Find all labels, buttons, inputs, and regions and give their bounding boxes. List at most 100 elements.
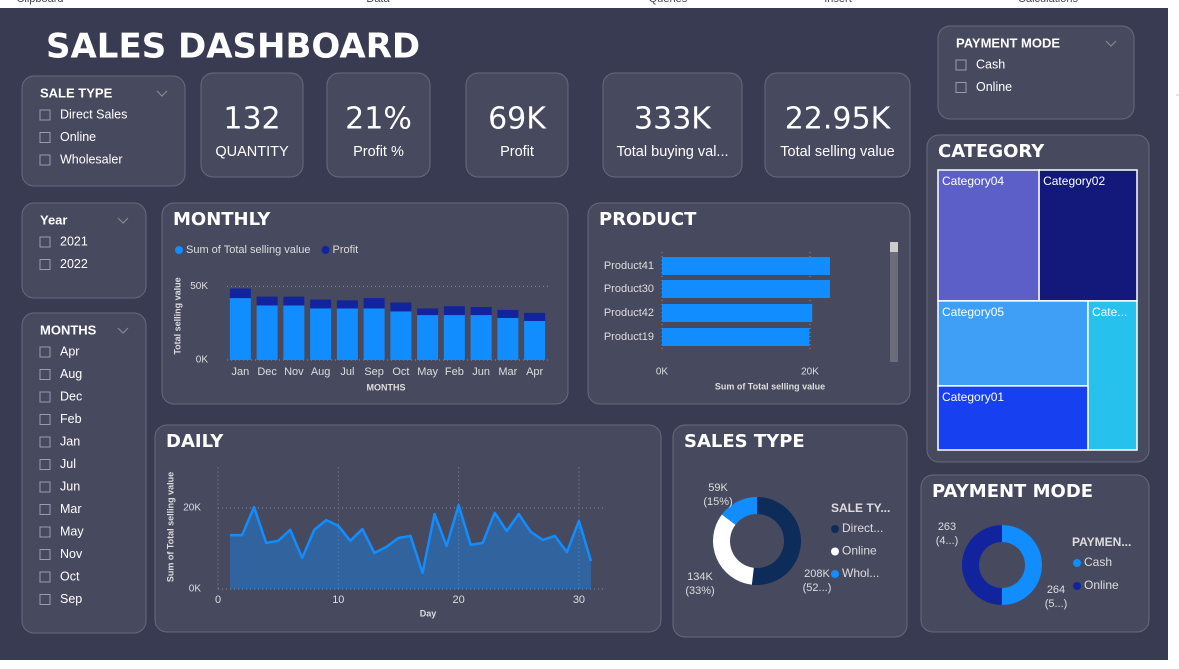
slicer-item[interactable]: Nov [60, 547, 83, 561]
x-tick-label: 30 [573, 594, 585, 606]
bar [662, 257, 830, 275]
legend-label: Cash [1084, 555, 1112, 569]
tile-label: Category05 [942, 305, 1004, 319]
dashboard-title: SALES DASHBOARD [46, 27, 420, 67]
bar-segment [336, 300, 358, 309]
slicer-title: Year [40, 212, 67, 227]
x-tick-label: 10 [332, 594, 344, 606]
data-label: 263 [938, 521, 956, 533]
slicer-item[interactable]: 2022 [60, 257, 88, 271]
card-label: QUANTITY [215, 144, 289, 160]
slicer-item[interactable]: Sep [60, 592, 82, 606]
chart-title: MONTHLY [173, 209, 271, 230]
checkbox[interactable] [39, 504, 51, 515]
slicer-item[interactable]: Dec [60, 389, 82, 403]
slicer-item[interactable]: May [60, 524, 84, 538]
y-tick-label: 20K [183, 503, 201, 514]
scrollbar-thumb[interactable] [890, 242, 898, 252]
x-tick-label: Aug [311, 366, 331, 378]
checkbox[interactable] [39, 236, 51, 248]
bar-segment [497, 309, 519, 318]
checkbox[interactable] [39, 132, 51, 143]
x-tick-label: 20 [453, 594, 465, 606]
checkbox[interactable] [39, 346, 51, 358]
card-label: Total buying val... [616, 144, 728, 160]
slicer-item[interactable]: Mar [60, 502, 82, 516]
slicer-item[interactable]: Apr [60, 344, 79, 358]
slicer-item[interactable]: Jul [60, 457, 76, 471]
slicer-item[interactable]: Cash [976, 57, 1005, 71]
checkbox[interactable] [39, 526, 51, 538]
checkbox[interactable] [39, 109, 51, 121]
checkbox[interactable] [39, 391, 51, 403]
card-value: 22.95K [785, 102, 892, 137]
bar [662, 304, 813, 322]
chevron [117, 327, 129, 334]
treemap-tile [937, 169, 1040, 302]
x-tick-label: May [417, 366, 438, 378]
bar-segment [524, 320, 546, 360]
bar-segment [363, 308, 385, 360]
slicer-panel [21, 202, 147, 299]
bar-segment [310, 299, 332, 309]
x-tick-label: Jul [340, 366, 354, 378]
tile-label: Cate... [1092, 305, 1127, 319]
y-tick-label: Product19 [604, 331, 654, 343]
checkbox[interactable] [39, 414, 51, 425]
legend-label: Online [842, 544, 877, 558]
bar-segment [283, 305, 305, 360]
card-label: Total selling value [780, 144, 894, 160]
slicer-item[interactable]: Aug [60, 367, 82, 381]
y-axis-label: Total selling value [172, 277, 182, 354]
data-label: (15%) [703, 496, 732, 508]
checkbox[interactable] [39, 436, 51, 448]
legend-label: Profit [333, 244, 359, 256]
checkbox[interactable] [39, 549, 51, 560]
slicer-item[interactable]: Oct [60, 569, 80, 583]
data-label: (5...) [1045, 598, 1068, 610]
chart-panel [587, 202, 911, 405]
slicer-title: MONTHS [40, 322, 97, 337]
checkbox[interactable] [955, 82, 967, 93]
slicer-item[interactable]: Online [60, 130, 96, 144]
legend-title: SALE TY... [831, 501, 890, 515]
scrollbar[interactable] [890, 242, 898, 362]
bar-segment [443, 306, 465, 316]
chart-title: SALES TYPE [684, 431, 805, 452]
slicer-title: SALE TYPE [40, 85, 113, 100]
checkbox[interactable] [39, 571, 51, 583]
legend-swatch [321, 246, 330, 254]
checkbox[interactable] [39, 259, 51, 270]
checkbox[interactable] [39, 481, 51, 493]
slicer-panel [21, 75, 186, 187]
slicer-panel [937, 25, 1135, 120]
checkbox[interactable] [39, 594, 51, 605]
y-tick-label: Product42 [604, 307, 654, 319]
slicer-item[interactable]: Online [976, 80, 1012, 94]
card-label: Profit [500, 144, 534, 160]
bar-segment [390, 311, 412, 360]
bar-segment [310, 308, 332, 360]
slicer-item[interactable]: 2021 [60, 234, 88, 248]
slicer-item[interactable]: Jun [60, 479, 80, 493]
donut-slice [962, 525, 1002, 605]
checkbox[interactable] [39, 459, 51, 470]
checkbox[interactable] [39, 154, 51, 166]
slicer-item[interactable]: Wholesaler [60, 152, 123, 166]
y-tick-label: Product30 [604, 283, 654, 295]
bar-segment [229, 288, 251, 299]
checkbox[interactable] [39, 369, 51, 380]
x-tick-label: 0 [215, 594, 221, 606]
slicer-item[interactable]: Feb [60, 412, 82, 426]
legend-swatch [831, 570, 839, 578]
bar [662, 328, 810, 346]
slicer-title: PAYMENT MODE [956, 35, 1060, 50]
checkbox[interactable] [955, 59, 967, 71]
slicer-item[interactable]: Jan [60, 434, 80, 448]
slicer-item[interactable]: Direct Sales [60, 107, 127, 121]
bar-segment [390, 302, 412, 312]
chart-title: DAILY [166, 431, 224, 452]
chevron [156, 90, 168, 97]
data-label: (33%) [685, 585, 714, 597]
